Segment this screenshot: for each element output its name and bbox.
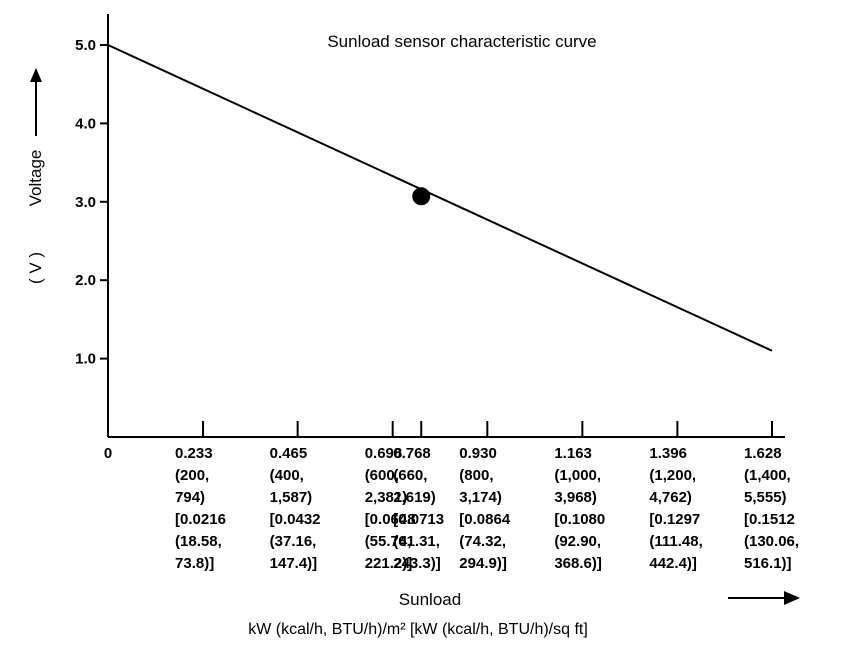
x-tick-label: [0.0216: [175, 511, 226, 528]
x-tick-label: (800,: [459, 467, 493, 484]
x-ticks: 0 0.233 (200, 794) [0.0216 (18.58, 73.8)] 0.465…: [104, 421, 799, 572]
x-tick-label: 794): [175, 489, 205, 506]
x-tick-label: [0.0432: [270, 511, 321, 528]
series-line: [107, 44, 773, 352]
x-tick-label: 0.465: [270, 445, 308, 462]
y-tick-label: 4.0: [75, 115, 96, 132]
x-tick-label: 243.3)]: [393, 555, 441, 572]
x-tick-label: [0.0864: [459, 511, 511, 528]
x-tick-label: (55.74,: [365, 533, 412, 550]
y-ticks: 5.0 4.0 3.0 2.0 1.0: [75, 37, 108, 368]
x-tick-label: (1,000,: [554, 467, 601, 484]
x-tick-label: 0.698: [365, 445, 403, 462]
x-tick-label: [0.0648: [365, 511, 416, 528]
x-tick-label: 1.396: [649, 445, 687, 462]
x-axis-arrow-head: [784, 591, 800, 605]
x-tick-label: (130.06,: [744, 533, 799, 550]
x-tick-label: 0.233: [175, 445, 213, 462]
x-tick-label: [0.0713: [393, 511, 444, 528]
x-tick-label: 368.6)]: [554, 555, 602, 572]
y-tick-label: 1.0: [75, 351, 96, 368]
x-tick-label: (74.32,: [459, 533, 506, 550]
x-tick-label: (111.48,: [649, 533, 702, 550]
x-tick-label: [0.1080: [554, 511, 605, 528]
x-tick-label: (200,: [175, 467, 209, 484]
x-tick-label: (92.90,: [554, 533, 601, 550]
x-tick-label: 1,587): [270, 489, 313, 506]
x-tick-label: [0.1297: [649, 511, 700, 528]
x-tick-label: (400,: [270, 467, 304, 484]
x-tick-label: 221.2)]: [365, 555, 413, 572]
y-axis-label-group: ( V ) Voltage: [26, 68, 45, 284]
x-tick-label: 4,762): [649, 489, 692, 506]
data-point-marker: [412, 187, 431, 206]
y-axis-unit: ( V ): [26, 252, 45, 284]
y-tick-label: 2.0: [75, 272, 96, 289]
x-tick-label: 2,381): [365, 489, 408, 506]
chart-title: Sunload sensor characteristic curve: [327, 32, 596, 51]
x-tick-label: 3,968): [554, 489, 597, 506]
x-tick-label: 516.1)]: [744, 555, 792, 572]
x-tick-label: (18.58,: [175, 533, 222, 550]
x-tick-label: 73.8)]: [175, 555, 214, 572]
series-layer: [107, 44, 773, 352]
x-tick-label: 0: [104, 445, 112, 462]
y-tick-label: 3.0: [75, 194, 96, 211]
x-axis-label: Sunload: [399, 590, 461, 609]
x-tick-label: 1.628: [744, 445, 782, 462]
x-tick-label: (600,: [365, 467, 399, 484]
x-tick-label: (61.31,: [393, 533, 440, 550]
x-tick-label: 0.930: [459, 445, 497, 462]
x-tick-label: (1,200,: [649, 467, 696, 484]
x-tick-label: 0.768: [393, 445, 431, 462]
x-tick-label: 2,619): [393, 489, 436, 506]
x-tick-label: (1,400,: [744, 467, 791, 484]
units-caption: kW (kcal/h, BTU/h)/m² [kW (kcal/h, BTU/h…: [248, 621, 588, 638]
x-tick-label: 1.163: [554, 445, 592, 462]
x-tick-label: (660,: [393, 467, 427, 484]
x-tick-label: 147.4)]: [270, 555, 318, 572]
x-tick-label: 5,555): [744, 489, 787, 506]
x-tick-label: (37.16,: [270, 533, 317, 550]
y-axis-arrow-head: [30, 68, 42, 82]
x-tick-label: 294.9)]: [459, 555, 507, 572]
x-axis-arrow: [728, 591, 800, 605]
y-tick-label: 5.0: [75, 37, 96, 54]
x-tick-label: 3,174): [459, 489, 502, 506]
axes: [107, 14, 785, 438]
x-tick-label: 442.4)]: [649, 555, 697, 572]
y-axis-label: Voltage: [26, 150, 45, 207]
x-tick-label: [0.1512: [744, 511, 795, 528]
